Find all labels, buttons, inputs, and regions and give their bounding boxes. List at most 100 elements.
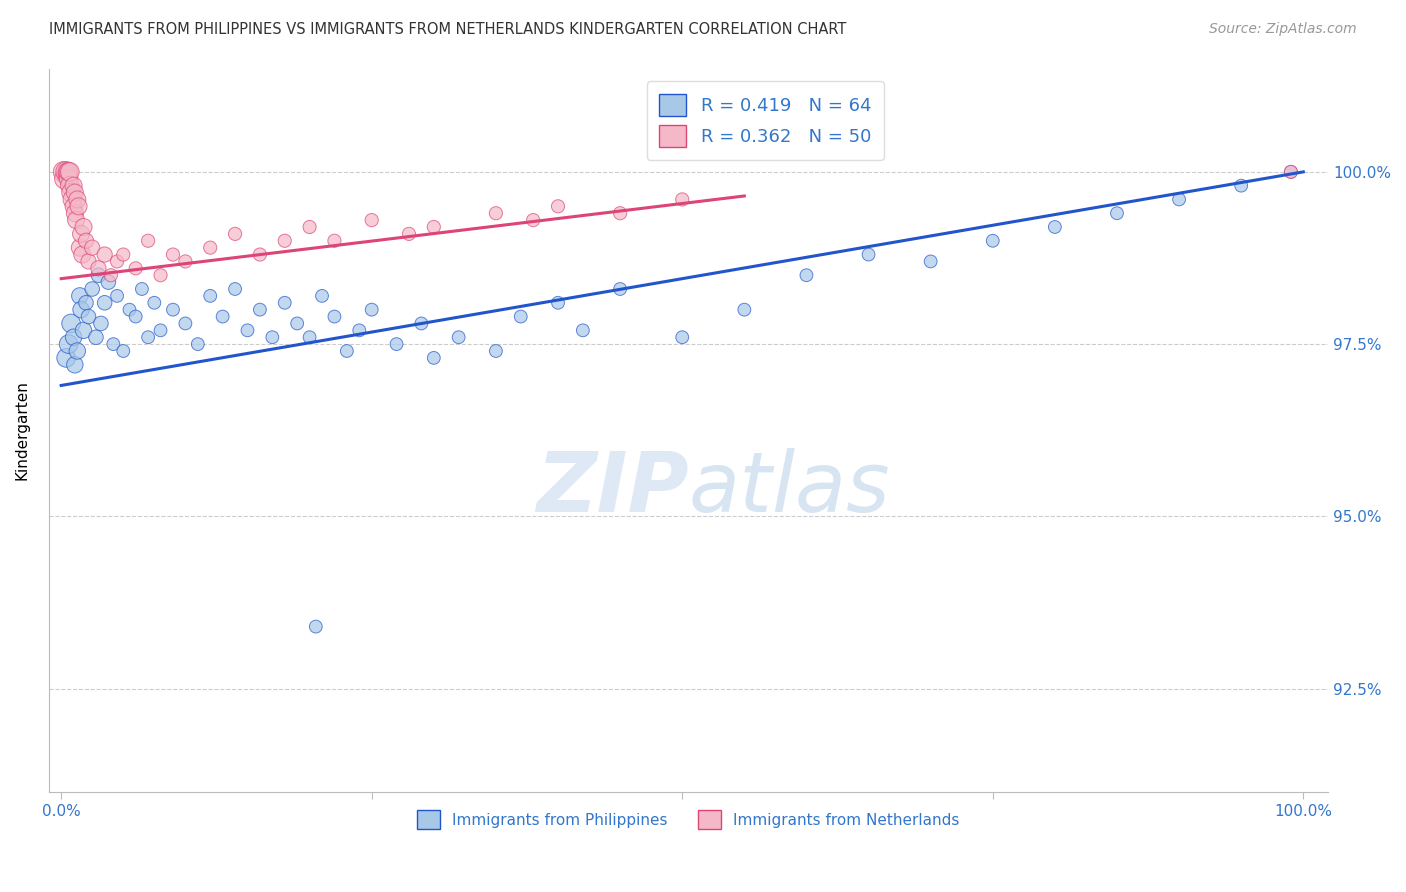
Point: [1279, 165, 1302, 179]
Point: [920, 254, 942, 268]
Point: [105, 289, 128, 303]
Point: [249, 247, 271, 261]
Point: [112, 247, 135, 261]
Point: [58, 165, 80, 179]
Point: [447, 330, 470, 344]
Point: [385, 337, 408, 351]
Point: [162, 247, 184, 261]
Point: [200, 289, 222, 303]
Point: [323, 310, 346, 324]
Point: [93, 247, 115, 261]
Point: [298, 219, 321, 234]
Point: [485, 206, 508, 220]
Point: [249, 302, 271, 317]
Text: atlas: atlas: [689, 448, 890, 529]
Point: [84, 330, 107, 344]
Point: [87, 261, 110, 276]
Point: [70, 302, 93, 317]
Point: [125, 310, 148, 324]
Point: [75, 234, 97, 248]
Point: [187, 337, 209, 351]
Y-axis label: Kindergarten: Kindergarten: [15, 380, 30, 480]
Point: [522, 213, 544, 227]
Point: [174, 317, 197, 331]
Point: [200, 241, 222, 255]
Point: [285, 317, 308, 331]
Point: [423, 219, 446, 234]
Point: [55, 351, 77, 365]
Point: [62, 178, 84, 193]
Point: [1230, 178, 1253, 193]
Point: [609, 282, 631, 296]
Point: [174, 254, 197, 268]
Point: [274, 295, 297, 310]
Point: [1043, 219, 1066, 234]
Point: [72, 247, 94, 261]
Point: [60, 193, 83, 207]
Point: [100, 268, 122, 283]
Point: [58, 171, 80, 186]
Point: [66, 193, 89, 207]
Point: [103, 337, 125, 351]
Point: [671, 330, 693, 344]
Point: [82, 282, 104, 296]
Point: [93, 295, 115, 310]
Point: [305, 619, 328, 633]
Point: [547, 199, 569, 213]
Point: [162, 302, 184, 317]
Point: [60, 317, 83, 331]
Point: [69, 241, 91, 255]
Point: [411, 317, 433, 331]
Point: [65, 213, 87, 227]
Point: [62, 330, 84, 344]
Point: [1279, 165, 1302, 179]
Point: [858, 247, 880, 261]
Point: [981, 234, 1004, 248]
Point: [56, 169, 79, 183]
Point: [609, 206, 631, 220]
Point: [82, 241, 104, 255]
Point: [236, 323, 259, 337]
Point: [59, 178, 82, 193]
Point: [72, 219, 94, 234]
Point: [87, 268, 110, 283]
Text: Source: ZipAtlas.com: Source: ZipAtlas.com: [1209, 22, 1357, 37]
Point: [67, 199, 90, 213]
Point: [485, 344, 508, 359]
Point: [97, 275, 120, 289]
Point: [59, 165, 82, 179]
Point: [90, 317, 112, 331]
Legend: Immigrants from Philippines, Immigrants from Netherlands: Immigrants from Philippines, Immigrants …: [411, 804, 966, 835]
Point: [224, 227, 246, 241]
Point: [509, 310, 531, 324]
Point: [60, 186, 83, 200]
Point: [211, 310, 233, 324]
Point: [1168, 193, 1191, 207]
Point: [671, 193, 693, 207]
Point: [323, 234, 346, 248]
Point: [77, 254, 100, 268]
Point: [75, 295, 97, 310]
Point: [311, 289, 333, 303]
Point: [360, 213, 382, 227]
Point: [136, 234, 159, 248]
Point: [58, 337, 80, 351]
Point: [796, 268, 818, 283]
Point: [63, 206, 86, 220]
Point: [149, 268, 172, 283]
Point: [53, 171, 76, 186]
Point: [224, 282, 246, 296]
Point: [143, 295, 166, 310]
Point: [398, 227, 420, 241]
Point: [56, 165, 79, 179]
Point: [298, 330, 321, 344]
Point: [112, 344, 135, 359]
Point: [262, 330, 284, 344]
Point: [1105, 206, 1128, 220]
Point: [131, 282, 153, 296]
Point: [70, 227, 93, 241]
Point: [62, 199, 84, 213]
Point: [572, 323, 595, 337]
Point: [63, 186, 86, 200]
Point: [118, 302, 141, 317]
